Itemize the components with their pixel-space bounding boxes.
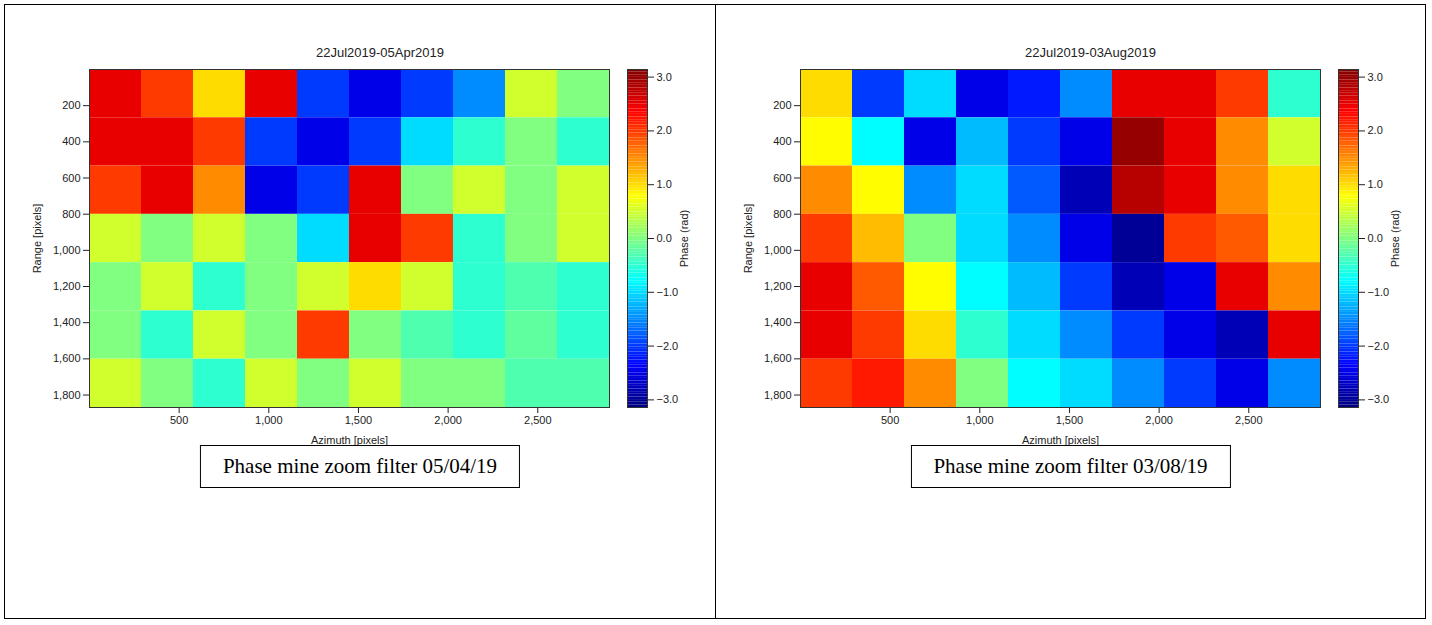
svg-text:2.0: 2.0 — [1367, 124, 1382, 136]
svg-text:1,600: 1,600 — [53, 352, 81, 364]
svg-text:Azimuth [pixels]: Azimuth [pixels] — [311, 434, 388, 446]
svg-text:Phase (rad): Phase (rad) — [678, 210, 690, 267]
svg-text:Phase (rad): Phase (rad) — [1388, 210, 1400, 267]
svg-text:−1.0: −1.0 — [657, 286, 679, 298]
svg-text:400: 400 — [773, 135, 791, 147]
svg-text:500: 500 — [880, 414, 898, 426]
svg-text:2,500: 2,500 — [1235, 414, 1263, 426]
svg-text:Azimuth [pixels]: Azimuth [pixels] — [1021, 434, 1098, 446]
svg-text:1,500: 1,500 — [345, 414, 373, 426]
svg-text:2,000: 2,000 — [434, 414, 462, 426]
svg-text:3.0: 3.0 — [657, 71, 672, 83]
svg-text:1,400: 1,400 — [763, 316, 791, 328]
svg-text:800: 800 — [773, 208, 791, 220]
svg-text:1.0: 1.0 — [1367, 178, 1382, 190]
svg-text:2,500: 2,500 — [524, 414, 552, 426]
svg-text:1,000: 1,000 — [763, 244, 791, 256]
svg-text:−3.0: −3.0 — [657, 393, 679, 405]
svg-text:0.0: 0.0 — [1367, 232, 1382, 244]
svg-text:Range [pixels]: Range [pixels] — [31, 204, 43, 274]
svg-text:200: 200 — [62, 99, 80, 111]
svg-text:1,400: 1,400 — [53, 316, 81, 328]
svg-text:1,600: 1,600 — [763, 352, 791, 364]
svg-text:800: 800 — [62, 208, 80, 220]
svg-text:1,500: 1,500 — [1055, 414, 1083, 426]
svg-text:Range [pixels]: Range [pixels] — [742, 204, 754, 274]
svg-text:−2.0: −2.0 — [657, 340, 679, 352]
svg-text:2,000: 2,000 — [1145, 414, 1173, 426]
html-text:22Jul2019-05Apr2019: 22Jul2019-05Apr2019 — [316, 45, 444, 60]
svg-text:1.0: 1.0 — [657, 178, 672, 190]
svg-text:400: 400 — [62, 135, 80, 147]
svg-text:1,800: 1,800 — [763, 389, 791, 401]
svg-text:2.0: 2.0 — [657, 124, 672, 136]
svg-text:500: 500 — [170, 414, 188, 426]
svg-text:−3.0: −3.0 — [1367, 393, 1389, 405]
svg-text:−2.0: −2.0 — [1367, 340, 1389, 352]
svg-text:1,000: 1,000 — [966, 414, 994, 426]
svg-text:1,000: 1,000 — [53, 244, 81, 256]
svg-text:1,200: 1,200 — [763, 280, 791, 292]
html-text:Phase mine zoom filter 03/08/1: Phase mine zoom filter 03/08/19 — [933, 454, 1208, 478]
svg-text:0.0: 0.0 — [657, 232, 672, 244]
svg-text:1,000: 1,000 — [255, 414, 283, 426]
svg-text:600: 600 — [62, 172, 80, 184]
html-text:22Jul2019-03Aug2019: 22Jul2019-03Aug2019 — [1025, 45, 1156, 60]
svg-text:200: 200 — [773, 99, 791, 111]
svg-text:1,200: 1,200 — [53, 280, 81, 292]
svg-text:600: 600 — [773, 172, 791, 184]
svg-text:−1.0: −1.0 — [1367, 286, 1389, 298]
svg-text:1,800: 1,800 — [53, 389, 81, 401]
html-text:Phase mine zoom filter 05/04/1: Phase mine zoom filter 05/04/19 — [222, 454, 498, 478]
svg-text:3.0: 3.0 — [1367, 71, 1382, 83]
